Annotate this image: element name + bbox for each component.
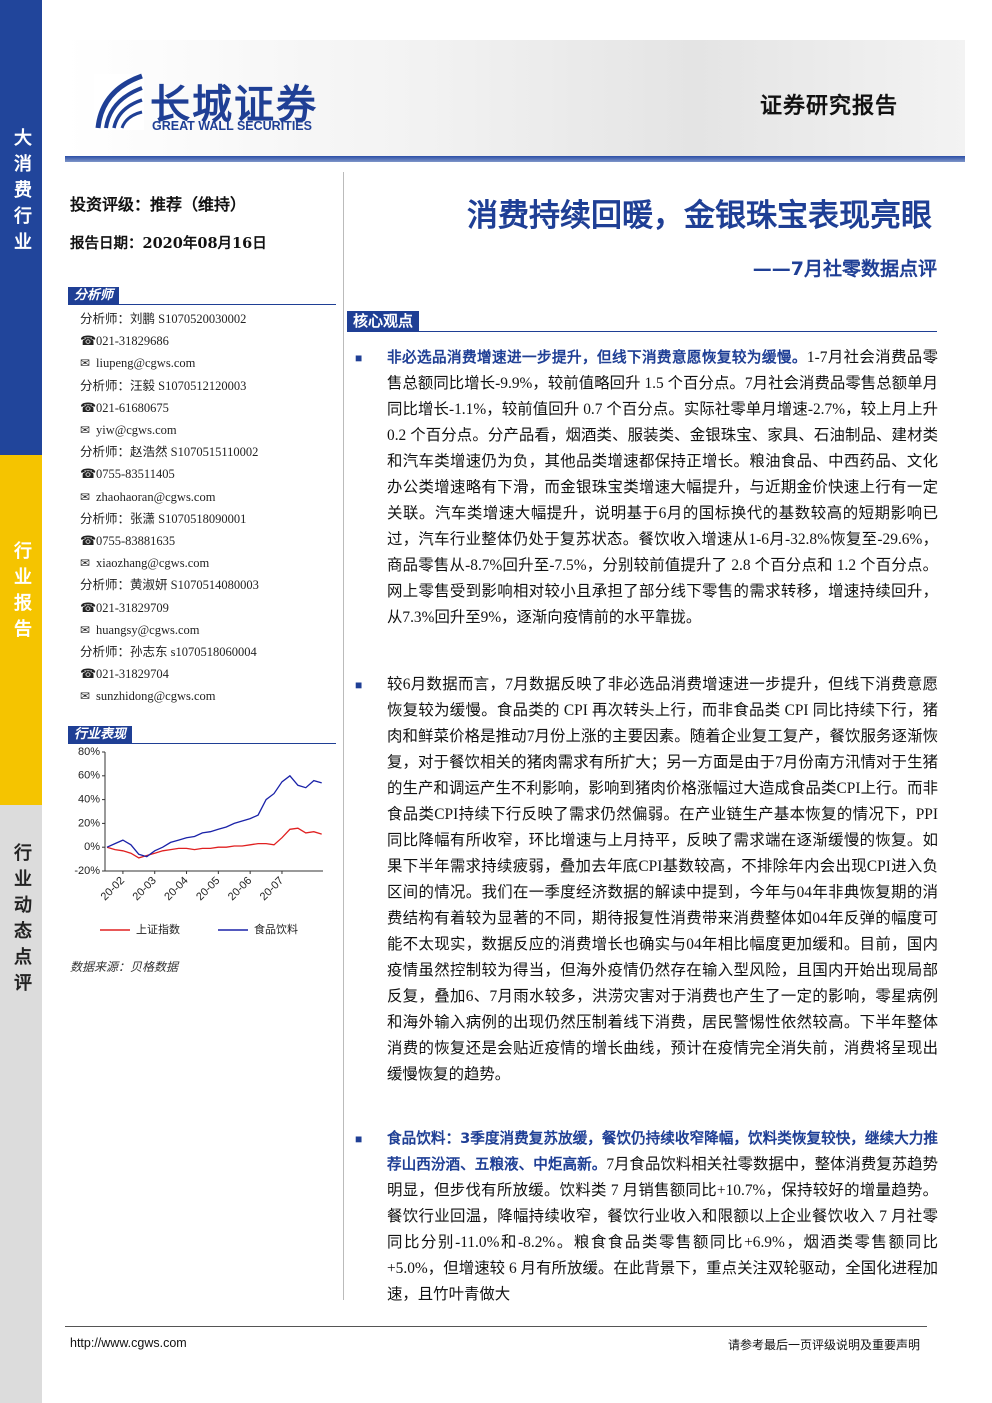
section-title: 核心观点 <box>347 311 420 331</box>
analyst-name: 分析师：黄淑妍 S1070514080003 <box>80 578 259 593</box>
bullet: 较6月数据而言，7月数据反映了非必选品消费增速进一步提升，但线下消费意愿恢复较为… <box>355 672 938 1088</box>
x-tick-label: 20-02 <box>99 875 127 903</box>
sidebar-text: 大消费行业 <box>11 128 32 258</box>
analyst-name: 分析师：张潇 S1070518090001 <box>80 511 247 526</box>
section-title: 分析师 <box>68 287 120 305</box>
sidebar-middle: 行业报告 <box>0 455 42 805</box>
sidebar-bottom: 行业动态点评 <box>0 805 42 1403</box>
title: 消费持续回暖，金银珠宝表现亮眼 <box>467 198 932 234</box>
bullet-text: 7月食品饮料相关社零数据中，整体消费复苏趋势明显，但步伐有所放缓。饮料类 7 月… <box>387 1156 938 1303</box>
analyst-email: xiaozhang@cgws.com <box>80 552 336 574</box>
bullet-lead: 非必选品消费增速进一步提升，但线下消费意愿恢复较为缓慢。 <box>387 349 807 366</box>
bullet: 非必选品消费增速进一步提升，但线下消费意愿恢复较为缓慢。1-7月社会消费品零售总… <box>355 345 938 631</box>
analyst-email: zhaohaoran@cgws.com <box>80 486 336 508</box>
logo-mark <box>94 73 144 130</box>
data-source: 数据来源：贝格数据 <box>70 960 179 974</box>
section-header: 行业表现 <box>68 725 336 744</box>
analyst-email: sunzhidong@cgws.com <box>80 685 336 707</box>
analyst-phone: 021-31829686 <box>80 330 336 352</box>
x-tick-label: 20-03 <box>131 875 159 903</box>
rating: 投资评级：推荐（维持） <box>70 195 247 214</box>
logo-arc <box>104 86 143 129</box>
footer-line <box>65 1326 927 1327</box>
sidebar-top: 大消费行业 <box>0 0 42 455</box>
legend-label: 食品饮料 <box>254 922 298 936</box>
analyst-phone: 0755-83881635 <box>80 530 336 552</box>
x-tick-label: 20-06 <box>226 875 254 903</box>
series-line <box>106 774 322 858</box>
y-tick-label: 80% <box>78 746 100 758</box>
legend-label: 上证指数 <box>136 922 180 936</box>
section-header: 核心观点 <box>347 311 937 332</box>
bullet-text: 1-7月社会消费品零售总额同比增长-9.9%，较前值略回升 1.5 个百分点。7… <box>387 349 938 626</box>
footer-note: 请参考最后一页评级说明及重要声明 <box>727 1338 920 1352</box>
analyst-email: huangsy@cgws.com <box>80 619 336 641</box>
x-tick-label: 20-04 <box>162 875 190 903</box>
analyst-email: yiw@cgws.com <box>80 419 336 441</box>
bullet: 食品饮料：3季度消费复苏放缓，餐饮仍持续收窄降幅，饮料类恢复较快，继续大力推荐山… <box>355 1126 938 1308</box>
header-bar <box>65 156 965 162</box>
analyst-phone: 0755-83511405 <box>80 463 336 485</box>
analyst-list: 分析师：刘鹏 S1070520030002 021-31829686liupeng… <box>80 308 336 708</box>
analyst-phone: 021-31829704 <box>80 663 336 685</box>
subtitle: ——7月社零数据点评 <box>752 258 937 280</box>
logo-subtext: GREAT WALL SECURITIES <box>152 119 312 133</box>
y-tick-label: 40% <box>78 794 100 806</box>
x-tick-label: 20-07 <box>258 875 286 903</box>
report-date: 报告日期：2020年08月16日 <box>70 235 267 252</box>
divider <box>343 172 344 1300</box>
sidebar-text: 行业动态点评 <box>11 843 32 999</box>
analyst-name: 分析师：汪毅 S1070512120003 <box>80 378 247 393</box>
header-background <box>65 40 965 158</box>
analyst-name: 分析师：孙志东 s1070518060004 <box>80 645 257 660</box>
analyst-phone: 021-31829709 <box>80 597 336 619</box>
y-tick-label: 60% <box>78 770 100 782</box>
section-title: 行业表现 <box>68 726 133 744</box>
y-tick-label: -20% <box>74 865 100 877</box>
bullet-lead: 食品饮料：3季度消费复苏放缓，餐饮仍持续收窄降幅，饮料类恢复较快，继续大力推荐山… <box>387 1130 938 1173</box>
logo-text: 长城证券 <box>150 82 318 128</box>
logo-arc <box>120 110 143 129</box>
logo-arc <box>112 98 143 129</box>
report-type: 证券研究报告 <box>760 94 899 119</box>
analyst-name: 分析师：刘鹏 S1070520030002 <box>80 312 247 326</box>
section-header: 分析师 <box>68 286 336 305</box>
bullet-text: 较6月数据而言，7月数据反映了非必选品消费增速进一步提升，但线下消费意愿恢复较为… <box>387 676 938 1083</box>
footer-url: http://www.cgws.com <box>70 1336 187 1350</box>
y-tick-label: 20% <box>78 817 100 829</box>
y-tick-label: 0% <box>84 841 100 853</box>
sidebar-text: 行业报告 <box>11 541 32 645</box>
series-line <box>106 827 322 859</box>
analyst-name: 分析师：赵浩然 S1070515110002 <box>80 445 259 460</box>
logo-arc <box>95 73 143 129</box>
analyst-phone: 021-61680675 <box>80 397 336 419</box>
analyst-email: liupeng@cgws.com <box>80 352 336 374</box>
x-tick-label: 20-05 <box>194 875 222 903</box>
chart: -20%0%20%40%60%80%20-02 20-03 20-04 20-05 20… <box>74 746 323 936</box>
